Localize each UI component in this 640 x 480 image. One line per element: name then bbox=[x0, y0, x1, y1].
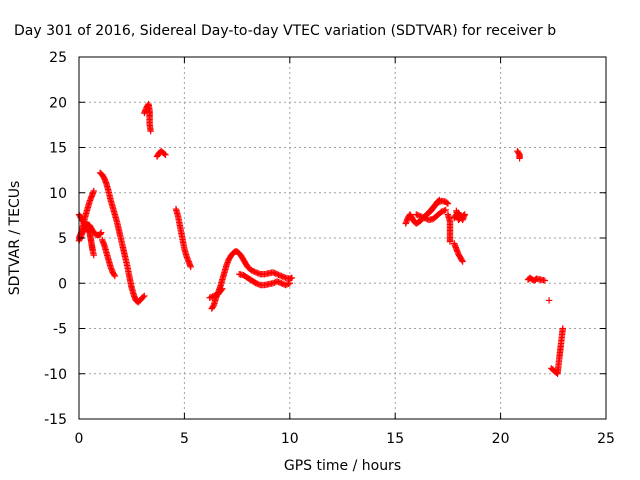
data-point-marker bbox=[218, 286, 225, 293]
data-point-marker bbox=[187, 263, 194, 271]
x-tick-label: 15 bbox=[386, 431, 404, 447]
data-point-marker bbox=[415, 212, 423, 219]
x-tick-label: 5 bbox=[180, 431, 189, 447]
data-point-marker bbox=[254, 269, 261, 277]
data-point-marker bbox=[436, 196, 443, 204]
data-point-marker bbox=[273, 271, 281, 278]
data-point-marker bbox=[279, 273, 286, 280]
data-point-marker bbox=[438, 208, 445, 215]
data-point-marker bbox=[271, 279, 278, 286]
x-axis-label: GPS time / hours bbox=[284, 458, 401, 474]
data-point-marker bbox=[272, 270, 279, 277]
data-point-marker bbox=[279, 280, 286, 288]
y-tick-label: 25 bbox=[49, 50, 67, 66]
data-point-marker bbox=[285, 280, 292, 288]
data-markers bbox=[75, 100, 566, 377]
y-tick-label: 15 bbox=[49, 141, 67, 157]
data-point-marker bbox=[269, 280, 277, 287]
data-point-marker bbox=[459, 258, 466, 265]
data-point-marker bbox=[248, 267, 256, 274]
axis-ticks: 0 5 10 15 20 25 -15 -10 -5 0 5 10 15 20 25 bbox=[44, 50, 615, 447]
data-point-marker bbox=[275, 278, 282, 286]
x-tick-label: 25 bbox=[597, 431, 615, 447]
data-point-marker bbox=[282, 281, 289, 289]
data-point-marker bbox=[255, 281, 263, 288]
data-point-marker bbox=[252, 280, 260, 287]
data-point-marker bbox=[273, 278, 281, 285]
data-point-marker bbox=[414, 211, 421, 219]
data-point-marker bbox=[209, 293, 216, 300]
data-point-marker bbox=[147, 128, 154, 135]
data-point-marker bbox=[420, 214, 427, 221]
data-point-marker bbox=[422, 215, 430, 222]
data-point-marker bbox=[288, 274, 296, 282]
x-tick-label: 0 bbox=[75, 431, 84, 447]
y-tick-label: 20 bbox=[49, 95, 67, 111]
data-point-marker bbox=[111, 272, 119, 280]
data-point-marker bbox=[418, 213, 426, 221]
data-point-marker bbox=[90, 187, 97, 195]
data-point-marker bbox=[458, 257, 466, 264]
x-tick-label: 20 bbox=[492, 431, 510, 447]
data-point-marker bbox=[269, 269, 277, 276]
data-point-marker bbox=[283, 281, 291, 288]
data-point-marker bbox=[206, 294, 213, 301]
data-point-marker bbox=[219, 285, 226, 292]
y-tick-label: -5 bbox=[53, 322, 67, 338]
data-point-marker bbox=[435, 197, 442, 205]
data-point-marker bbox=[516, 155, 523, 162]
y-tick-label: 10 bbox=[49, 186, 67, 202]
y-tick-label: -15 bbox=[44, 412, 67, 428]
data-point-marker bbox=[559, 325, 566, 332]
data-point-marker bbox=[278, 280, 285, 287]
data-point-marker bbox=[212, 292, 219, 299]
data-point-marker bbox=[275, 271, 282, 279]
data-point-marker bbox=[280, 274, 288, 281]
data-point-marker bbox=[90, 251, 97, 259]
data-point-marker bbox=[276, 272, 284, 279]
data-point-marker bbox=[207, 293, 215, 301]
data-point-marker bbox=[441, 207, 448, 214]
data-point-marker bbox=[444, 200, 452, 207]
y-axis-label: SDTVAR / TECUs bbox=[7, 181, 23, 296]
data-point-marker bbox=[162, 151, 169, 158]
data-point-marker bbox=[443, 199, 451, 206]
data-point-marker bbox=[210, 292, 218, 300]
y-tick-label: -10 bbox=[44, 367, 67, 383]
data-point-marker bbox=[271, 269, 278, 277]
data-point-marker bbox=[276, 279, 284, 286]
data-point-marker bbox=[254, 280, 261, 288]
plot-frame bbox=[78, 56, 607, 420]
data-point-marker bbox=[417, 213, 424, 220]
data-point-marker bbox=[161, 150, 168, 158]
data-point-marker bbox=[140, 293, 147, 301]
y-tick-label: 5 bbox=[58, 231, 67, 247]
data-point-marker bbox=[141, 292, 148, 300]
grid-lines bbox=[79, 57, 606, 419]
data-point-marker bbox=[278, 272, 285, 280]
data-point-marker bbox=[255, 270, 263, 277]
data-point-marker bbox=[252, 269, 260, 276]
data-point-marker bbox=[251, 268, 258, 275]
data-point-marker bbox=[453, 207, 460, 215]
data-point-marker bbox=[446, 238, 454, 245]
x-tick-label: 10 bbox=[281, 431, 299, 447]
data-point-marker bbox=[541, 277, 549, 284]
data-point-marker bbox=[286, 280, 293, 287]
y-tick-label: 0 bbox=[58, 276, 67, 292]
data-point-marker bbox=[97, 229, 105, 236]
chart-title: Day 301 of 2016, Sidereal Day-to-day VTE… bbox=[14, 23, 556, 39]
data-point-marker bbox=[545, 297, 553, 304]
data-point-marker bbox=[110, 271, 118, 279]
data-point-marker bbox=[250, 267, 257, 275]
data-point-marker bbox=[421, 214, 428, 222]
data-point-marker bbox=[413, 211, 420, 218]
data-point-marker bbox=[439, 207, 447, 215]
data-point-marker bbox=[442, 206, 449, 214]
